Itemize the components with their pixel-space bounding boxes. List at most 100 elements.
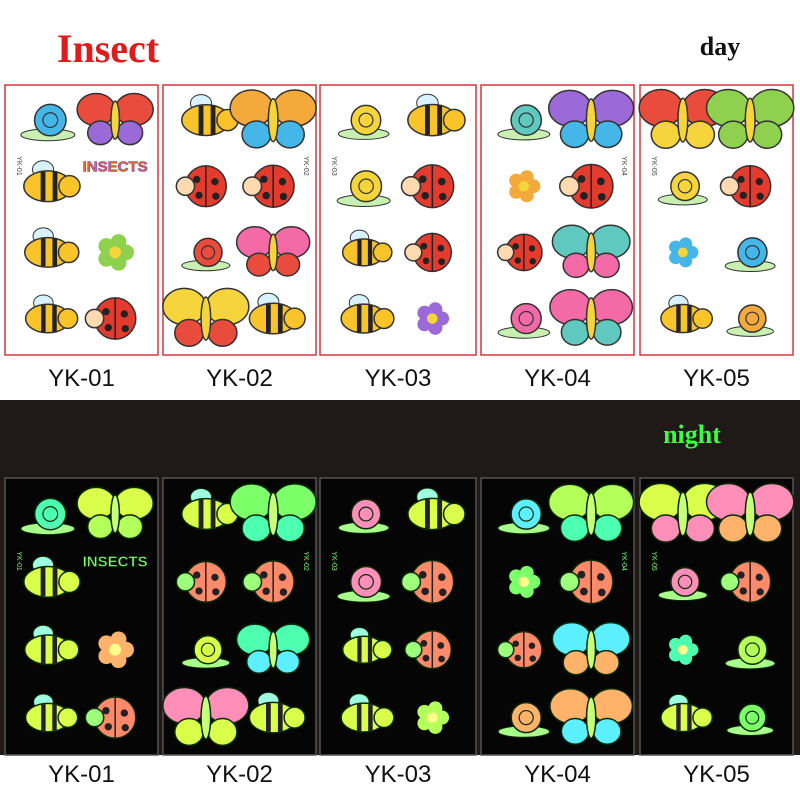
spot	[420, 242, 428, 250]
spot	[438, 655, 445, 663]
spot	[195, 587, 203, 595]
stripe	[52, 635, 58, 664]
body	[585, 492, 597, 536]
head	[496, 243, 515, 262]
spot	[102, 707, 110, 715]
wing	[229, 483, 274, 521]
spot	[419, 175, 427, 183]
spot	[580, 192, 588, 200]
wing	[559, 514, 590, 543]
sticker-sheet: YK-04	[480, 477, 635, 756]
head	[373, 706, 395, 729]
wing	[749, 482, 795, 522]
spot	[514, 654, 522, 662]
sheet-code: YK-04	[620, 551, 627, 571]
head	[372, 639, 393, 660]
sticker-sheet: YK-02	[162, 84, 317, 356]
sheet-code: YK-03	[330, 156, 337, 176]
shell	[193, 237, 223, 268]
spot	[438, 192, 447, 201]
spiral	[745, 642, 760, 658]
spot	[193, 175, 201, 184]
sheet-code: YK-05	[650, 551, 657, 571]
spot	[262, 587, 270, 595]
wing	[717, 514, 749, 543]
spot	[512, 640, 519, 647]
stripe	[357, 239, 362, 266]
petal	[428, 302, 443, 317]
shell	[737, 237, 768, 268]
wing	[717, 120, 749, 149]
shell	[193, 635, 223, 665]
wing	[207, 318, 238, 348]
sheet-label: YK-04	[524, 365, 591, 392]
head	[175, 176, 196, 197]
spot	[597, 588, 606, 597]
spiral	[200, 642, 216, 657]
sticker-sheet: INSECTS YK-01	[4, 84, 159, 356]
wing	[549, 288, 592, 326]
spot	[438, 588, 447, 597]
wing	[207, 717, 238, 747]
stripe	[277, 304, 283, 333]
wing	[560, 318, 590, 346]
sticker-sheet: YK-03	[319, 477, 477, 756]
spot	[260, 571, 268, 579]
wing	[650, 514, 682, 543]
head	[558, 571, 580, 593]
wing	[547, 483, 592, 521]
sticker-sheet: YK-02	[162, 477, 317, 756]
sheet-label: YK-01	[48, 365, 115, 392]
shell	[350, 498, 382, 530]
head	[442, 108, 466, 132]
wing	[592, 514, 623, 543]
center	[677, 247, 688, 258]
spot	[419, 570, 427, 579]
wing	[592, 120, 623, 149]
stripe	[437, 105, 443, 135]
sheet-code: YK-01	[15, 551, 22, 571]
wing	[272, 89, 317, 128]
spot	[420, 640, 428, 647]
stripe	[41, 704, 46, 731]
wing	[751, 120, 783, 149]
stripe	[41, 305, 46, 332]
body	[268, 630, 278, 669]
stripe	[198, 105, 204, 135]
sheet-text: INSECTS	[83, 554, 148, 571]
head	[242, 571, 263, 592]
night-label-strip	[0, 755, 800, 800]
sheet-label: YK-05	[683, 761, 750, 788]
wing	[551, 621, 592, 657]
shell	[510, 701, 542, 734]
spot	[279, 192, 288, 201]
head	[442, 502, 466, 526]
petal	[110, 254, 127, 271]
head	[84, 707, 105, 728]
spot	[193, 571, 201, 579]
spot	[737, 571, 745, 579]
stripe	[266, 304, 271, 333]
body	[110, 494, 121, 534]
center	[518, 181, 530, 192]
wing	[229, 89, 274, 128]
spot	[211, 178, 219, 186]
spot	[438, 258, 445, 266]
wing	[560, 717, 590, 745]
wing	[274, 649, 301, 675]
wing	[547, 89, 592, 127]
body	[585, 696, 597, 739]
petal	[679, 651, 693, 665]
wing	[205, 287, 250, 326]
wing	[114, 486, 154, 521]
spiral	[358, 112, 374, 128]
sheet-label: YK-03	[365, 365, 432, 392]
head	[57, 707, 79, 729]
spot	[195, 191, 203, 199]
center	[518, 576, 530, 588]
wing	[116, 120, 144, 146]
stripe	[687, 305, 692, 332]
sticker-sheet: INSECTS YK-01	[4, 477, 159, 756]
petal	[428, 719, 443, 734]
